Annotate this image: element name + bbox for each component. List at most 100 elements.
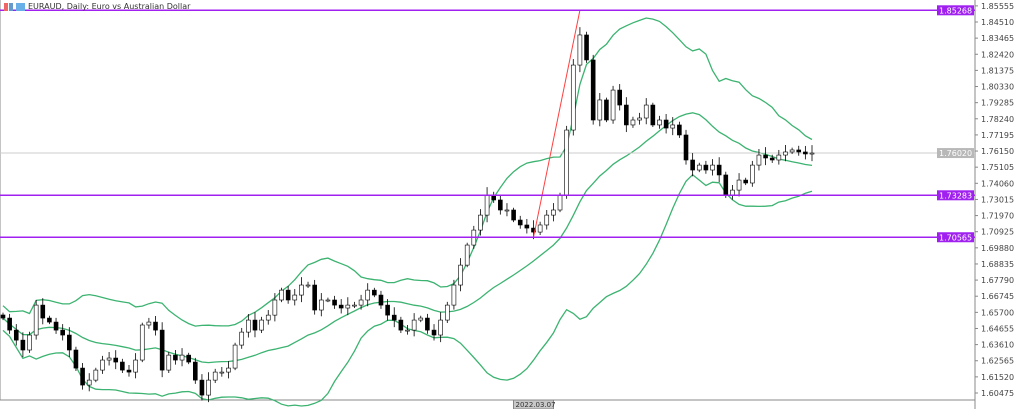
candle [358, 294, 364, 310]
candle-body [80, 367, 85, 386]
candle-body [743, 179, 748, 184]
y-tick-label: 1.65700 [981, 308, 1014, 317]
candle-body [438, 319, 443, 336]
level-price-label: 1.70565 [939, 233, 972, 242]
level-price-label: 1.73283 [939, 191, 972, 200]
candle-body [524, 224, 530, 229]
candle-body [789, 149, 795, 153]
candle [73, 346, 79, 371]
candle [624, 97, 629, 133]
candle-body [425, 317, 430, 331]
candle [783, 145, 788, 162]
y-tick-label: 1.60475 [981, 389, 1014, 398]
y-tick-label: 1.76150 [981, 147, 1014, 156]
candle-body [411, 319, 417, 331]
candle-body [146, 321, 152, 326]
candle [47, 315, 52, 325]
candle-body [690, 159, 695, 171]
candle-body [226, 367, 231, 373]
candle-body [299, 284, 304, 296]
candle-body [372, 289, 377, 296]
candle [212, 368, 218, 384]
candle-body [750, 164, 755, 184]
candle-body [663, 119, 669, 129]
candle-body [630, 119, 636, 126]
bollinger-middle-band [2, 112, 813, 364]
candle [769, 154, 775, 163]
candle [385, 299, 390, 321]
candle [0, 312, 6, 321]
candle-body [478, 214, 483, 231]
candle [126, 364, 132, 377]
candle [20, 332, 26, 358]
candle-body [40, 304, 46, 319]
y-tick-label: 1.83465 [981, 34, 1014, 43]
time-cursor-label: 2022.03.07 [515, 401, 555, 409]
candle-body [657, 119, 662, 126]
candle [272, 293, 278, 322]
candle-body [325, 299, 331, 302]
candle-body [809, 152, 815, 155]
candle-body [544, 214, 550, 226]
candle-body [73, 349, 79, 369]
candle-body [391, 314, 397, 321]
candle-body [0, 314, 6, 319]
candle [7, 313, 12, 334]
candle-body [385, 304, 390, 316]
candle-body [551, 209, 556, 216]
level-price-label: 1.85268 [939, 6, 972, 15]
candle [33, 300, 39, 340]
candle-body [444, 304, 450, 321]
candle-body [285, 289, 291, 301]
candle [498, 194, 503, 215]
candle-body [484, 194, 490, 216]
candle [663, 113, 669, 134]
candle [153, 316, 158, 336]
candle-body [219, 371, 225, 374]
candle-body [332, 299, 337, 306]
candle [418, 315, 424, 323]
level-price-tag [937, 5, 974, 16]
candle [511, 207, 516, 223]
candle [265, 310, 271, 325]
candle-body [783, 151, 788, 156]
candle [226, 361, 231, 379]
candle [206, 372, 211, 403]
candle-body [776, 154, 782, 161]
candle-body [93, 369, 99, 381]
candle [604, 97, 609, 123]
candle [259, 316, 264, 334]
candle-body [305, 284, 311, 287]
level-price-tag [937, 190, 974, 201]
y-tick-label: 1.63610 [981, 341, 1014, 350]
candle-body [86, 379, 92, 386]
candle-body [7, 317, 12, 331]
candle [60, 324, 65, 341]
candle-body [590, 59, 596, 121]
candle [80, 362, 85, 390]
candle [372, 287, 377, 298]
candle [637, 112, 642, 125]
candle [696, 162, 702, 173]
candle [352, 301, 357, 309]
candle [292, 289, 298, 306]
candle-body [378, 294, 384, 306]
candle [378, 290, 384, 309]
candle-body [13, 329, 19, 341]
candle [736, 173, 742, 197]
candle [332, 295, 337, 309]
candle-body [33, 304, 39, 336]
y-tick-label: 1.73015 [981, 195, 1014, 204]
trendline [533, 10, 581, 238]
candle [710, 159, 715, 176]
candle [40, 298, 46, 325]
candle-body [193, 361, 198, 381]
candle-body [624, 104, 629, 126]
candle-body [677, 124, 682, 136]
y-tick-label: 1.84510 [981, 18, 1014, 27]
candle [544, 210, 550, 230]
candle [405, 325, 410, 335]
y-tick-label: 1.74060 [981, 179, 1014, 188]
